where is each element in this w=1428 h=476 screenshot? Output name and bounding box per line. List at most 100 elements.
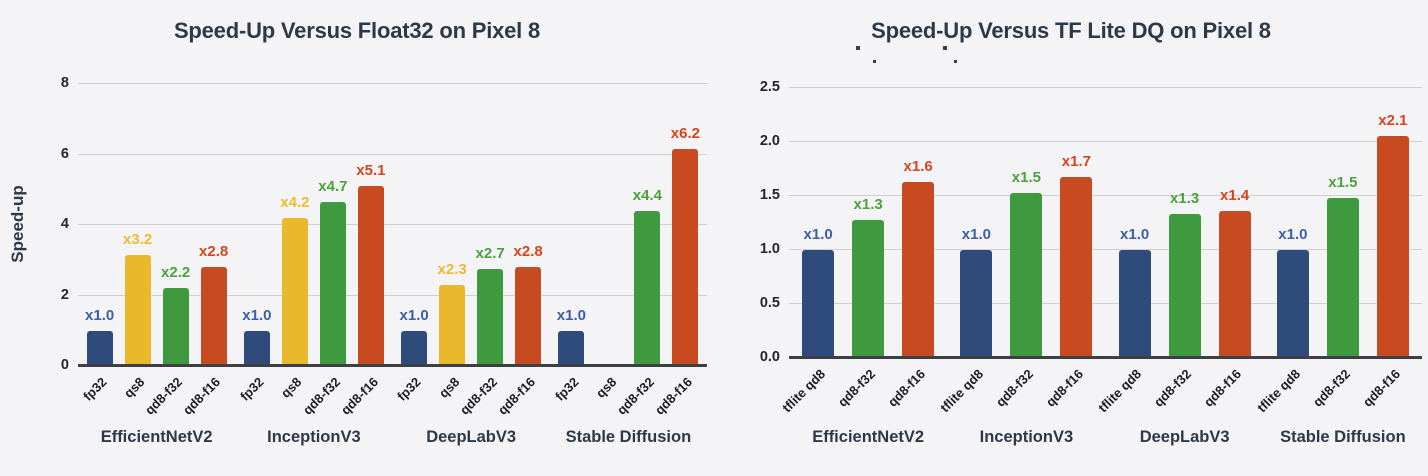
bar-slot: x1.0 tflite qd8: [1254, 88, 1309, 415]
bar-slot: x1.3 qd8-f32: [835, 88, 885, 410]
y-tick-label: 0.0: [759, 349, 780, 365]
x-tick-label: qd8-f32: [1151, 366, 1195, 410]
bar-slot: x4.2 qs8: [278, 84, 309, 400]
x-tick-label: qd8-f16: [180, 374, 224, 418]
bar: [401, 330, 428, 366]
x-tick-label: qd8-f16: [884, 366, 929, 410]
bar-slot: x1.4 qd8-f16: [1201, 88, 1251, 410]
bar-slot: x4.7 qd8-f32: [299, 84, 348, 418]
value-label: x1.3: [853, 195, 883, 213]
bar-slot: x1.6 qd8-f16: [885, 88, 935, 410]
x-tick-label: qd8-f32: [299, 374, 343, 418]
bar-group: x1.0 tflite qd8 x1.3 qd8-f32 x1.6 qd8-f16: [779, 88, 947, 415]
value-label: x2.2: [161, 264, 191, 282]
bar-slot: qs8: [593, 84, 622, 400]
bar: [477, 269, 504, 366]
bar: [1060, 176, 1093, 358]
group-labels-row: EfficientNetV2 InceptionV3 DeepLabV3 Stable…: [789, 428, 1422, 447]
cropped-text-artifact-dot: [873, 60, 876, 63]
bar-slot: x1.5 qd8-f32: [1309, 88, 1359, 410]
bar-group: x1.0 tflite qd8 x1.5 qd8-f32 x1.7 qd8-f16: [937, 88, 1105, 415]
x-tick-label: tflite qd8: [937, 366, 987, 416]
value-label: x1.6: [903, 157, 933, 175]
bar-slot: x2.7 qd8-f32: [457, 84, 505, 418]
bar: [852, 219, 885, 358]
x-axis-line: [789, 356, 1422, 359]
bar-slot: x5.1 qd8-f16: [337, 84, 385, 418]
cropped-text-artifact-dot: [954, 60, 957, 63]
bar: [515, 267, 542, 366]
right-chart: Speed-Up Versus TF Lite DQ on Pixel 8 0.…: [714, 0, 1428, 476]
bar-group: x1.0 fp32 x4.2 qs8 x4.7 qd8-f32 x5.1 qd8-f16: [235, 84, 392, 418]
x-tick-label: fp32: [551, 374, 582, 404]
y-tick-label: 2: [60, 286, 69, 303]
chart-title: Speed-Up Versus Float32 on Pixel 8: [173, 18, 541, 43]
bar-slot: x2.1 qd8-f16: [1359, 88, 1409, 410]
bar-slot: x2.8 qd8-f16: [180, 84, 228, 417]
gridline: [78, 153, 707, 155]
bar: [1168, 214, 1201, 358]
value-label: x2.3: [437, 260, 467, 278]
bar: [86, 330, 113, 366]
bar-slot: x1.0 tflite qd8: [1096, 88, 1151, 415]
bar: [802, 250, 835, 358]
value-label: x2.8: [513, 243, 543, 261]
group-label: InceptionV3: [267, 428, 361, 446]
bar-groups: x1.0 fp32 x3.2 qs8 x2.2 qd8-f32 x2.8 qd8-f16 x1.…: [78, 84, 707, 418]
x-tick-label: fp32: [237, 374, 267, 404]
value-label: x4.7: [318, 178, 348, 196]
x-tick-label: qd8-f16: [1359, 366, 1403, 410]
y-tick-label: 1.5: [759, 187, 780, 203]
bar: [1326, 198, 1359, 358]
bar: [243, 330, 270, 366]
bar: [558, 330, 585, 366]
y-tick-label: 0.5: [759, 295, 780, 311]
bar: [634, 210, 661, 366]
bar-slot: x3.2 qs8: [121, 84, 152, 400]
bar: [960, 250, 993, 358]
value-label: x1.5: [1328, 174, 1358, 192]
x-tick-label: tflite qd8: [779, 366, 829, 416]
bar: [281, 217, 308, 366]
x-tick-label: fp32: [80, 374, 110, 404]
x-tick-label: qs8: [435, 374, 463, 401]
bar-group: x1.0 fp32 qs8 x4.4 qd8-f32 x6.2 qd8-f16: [550, 84, 707, 418]
y-tick-label: 2.5: [759, 79, 780, 95]
value-label: x4.4: [632, 186, 662, 204]
bar: [124, 254, 151, 366]
bar-slot: x1.3 qd8-f32: [1151, 88, 1201, 410]
x-tick-label: qs8: [121, 374, 148, 401]
group-label: EfficientNetV2: [812, 428, 925, 446]
bar: [1010, 192, 1043, 358]
bar: [162, 288, 189, 366]
bar: [1218, 211, 1251, 358]
bar-slot: x4.4 qd8-f32: [614, 84, 662, 417]
bar-slot: x6.2 qd8-f16: [652, 84, 700, 418]
y-tick-label: 1.0: [759, 241, 780, 257]
bar: [319, 202, 346, 366]
x-tick-label: tflite qd8: [1253, 366, 1303, 416]
bar-group: x1.0 fp32 x3.2 qs8 x2.2 qd8-f32 x2.8 qd8-f16: [78, 84, 235, 417]
value-label: x1.0: [961, 226, 991, 243]
bar: [1376, 135, 1409, 358]
left-chart: Speed-Up Versus Float32 on Pixel 8 Speed…: [8, 18, 707, 446]
value-label: x1.3: [1170, 190, 1200, 208]
gridline: [78, 83, 707, 84]
x-axis-line: [78, 364, 707, 367]
x-tick-label: qd8-f16: [1042, 366, 1087, 410]
x-tick-label: qd8-f32: [834, 366, 879, 410]
x-tick-label: qd8-f32: [142, 374, 186, 418]
x-tick-label: qd8-f16: [651, 374, 696, 418]
value-label: x1.5: [1011, 168, 1041, 186]
x-tick-label: qd8-f16: [337, 374, 381, 418]
group-label: DeepLabV3: [1139, 428, 1230, 446]
bar: [200, 266, 227, 366]
bar: [902, 181, 935, 358]
y-tick-label: 2.0: [759, 133, 780, 149]
gridline: [789, 141, 1422, 142]
y-tick-label: 0: [60, 357, 69, 373]
value-label: x1.0: [85, 306, 115, 324]
bar-slot: x1.0 tflite qd8: [937, 88, 993, 415]
bar: [357, 186, 384, 366]
value-label: x1.0: [1120, 226, 1150, 243]
